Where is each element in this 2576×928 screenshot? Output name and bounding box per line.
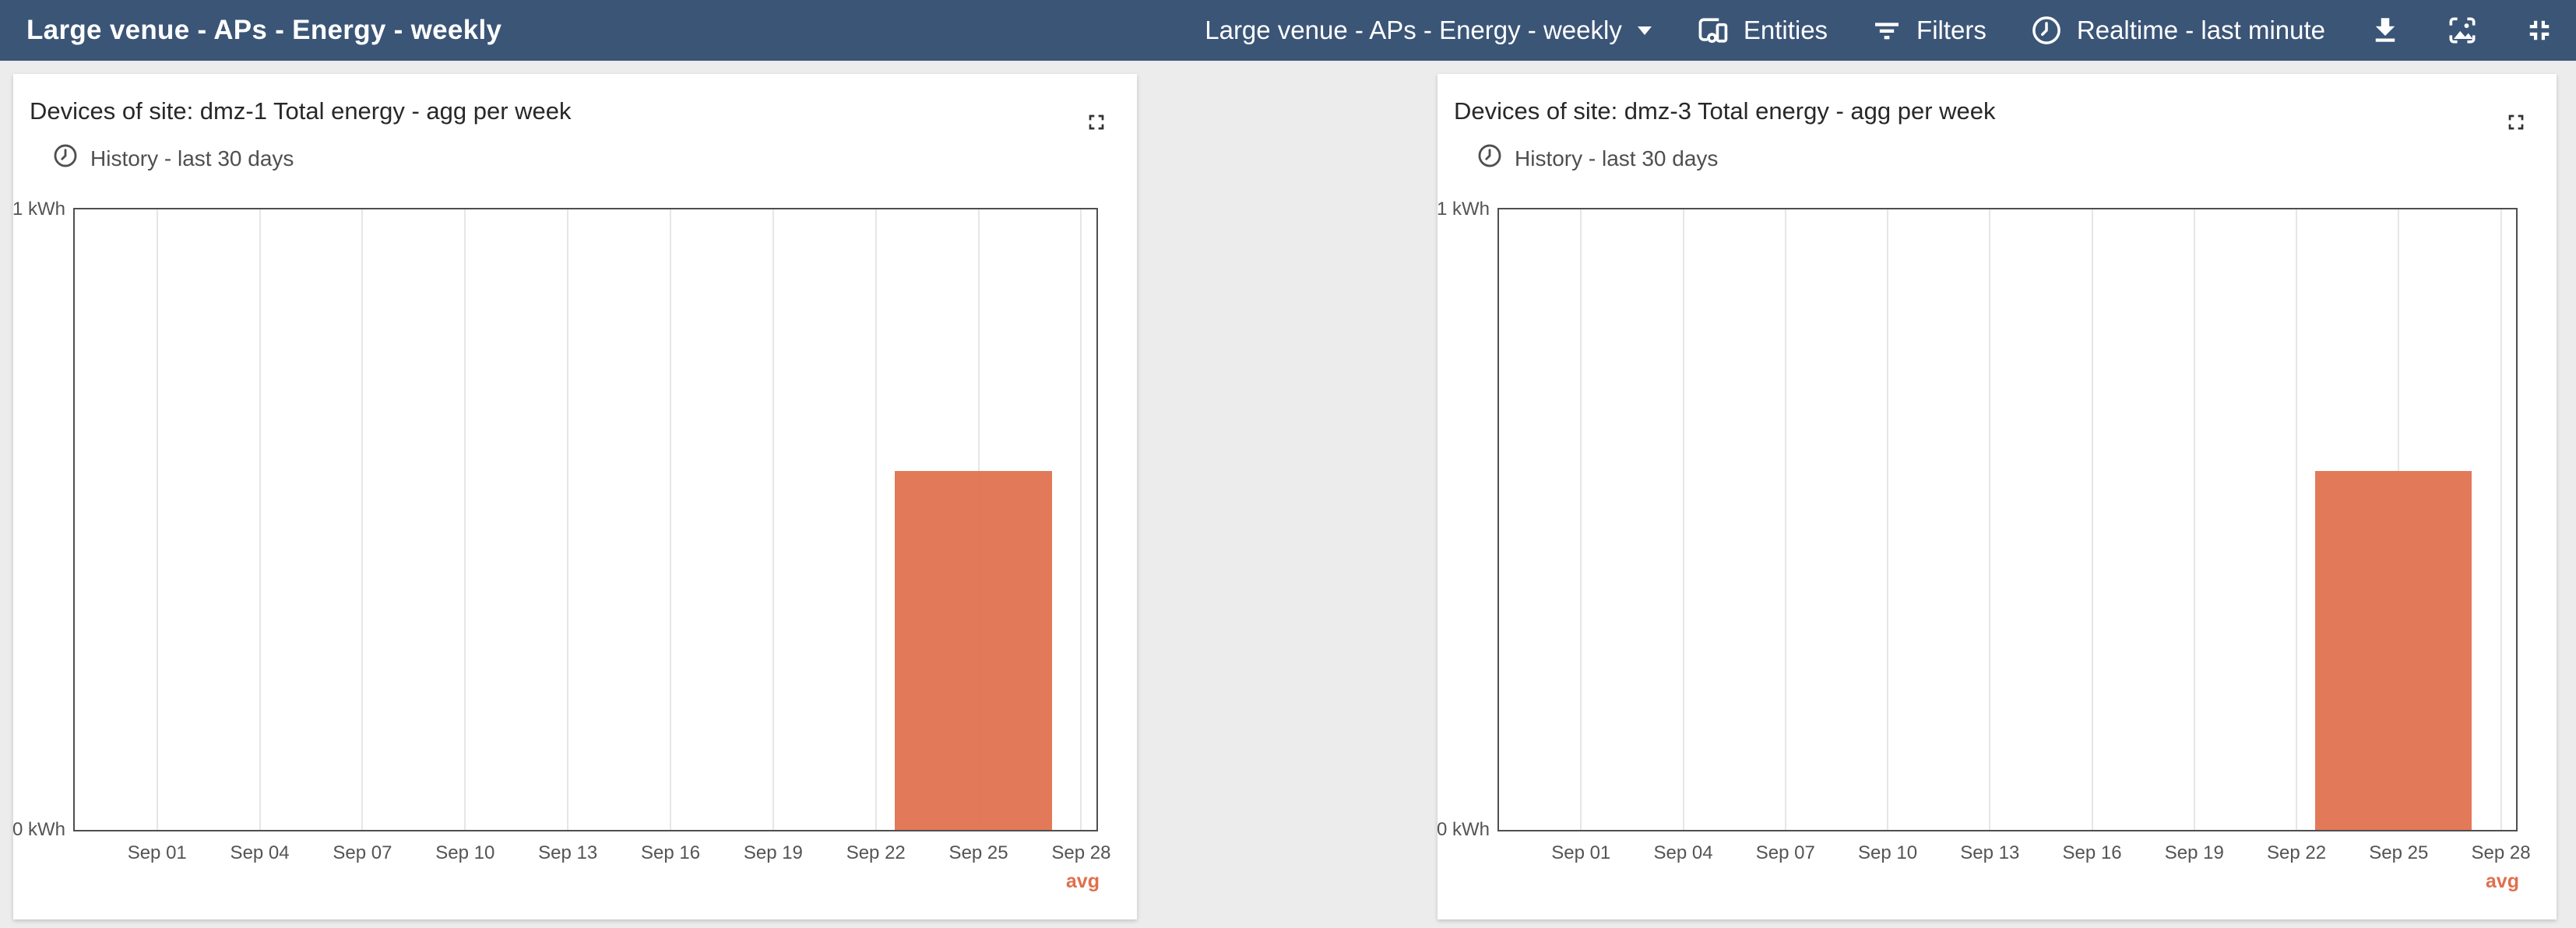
x-axis-tick-label: Sep 04	[230, 842, 290, 863]
timewindow-label: Realtime - last minute	[2076, 16, 2325, 44]
dashboard-title: Large venue - APs - Energy - weekly	[26, 15, 502, 45]
image-icon	[2445, 13, 2479, 47]
expand-widget-button[interactable]	[2504, 110, 2528, 135]
gridline	[2500, 209, 2502, 830]
toolbar-actions: Large venue - APs - Energy - weekly Enti…	[1205, 13, 2556, 47]
x-axis-tick-label: Sep 01	[127, 842, 187, 863]
x-axis-tick-label: Sep 22	[846, 842, 906, 863]
timewindow-button[interactable]: Realtime - last minute	[2030, 14, 2325, 47]
x-axis-tick-label: Sep 10	[1857, 842, 1918, 863]
x-axis-tick-label: Sep 19	[743, 842, 803, 863]
gridline	[361, 209, 364, 830]
x-axis-tick-label: Sep 25	[948, 842, 1008, 863]
gridline	[2296, 209, 2298, 830]
bar-avg[interactable]	[2314, 470, 2472, 830]
y-axis-min-label: 0 kWh	[1436, 819, 1490, 840]
clock-icon	[1476, 142, 1503, 174]
screenshot-button[interactable]	[2445, 13, 2479, 47]
x-axis-tick-label: Sep 25	[2369, 842, 2429, 863]
gridline	[1887, 209, 1889, 830]
widget-card-dmz-3: Devices of site: dmz-3 Total energy - ag…	[1437, 74, 2557, 919]
gridline	[1080, 209, 1082, 830]
dashboard-state-selector[interactable]: Large venue - APs - Energy - weekly	[1205, 16, 1652, 45]
filter-list-icon	[1871, 15, 1902, 46]
widget-card-dmz-1: Devices of site: dmz-1 Total energy - ag…	[12, 74, 1137, 919]
x-axis-tick-label: Sep 16	[640, 842, 701, 863]
x-axis-tick-label: Sep 07	[1755, 842, 1815, 863]
x-axis-tick-label: Sep 16	[2062, 842, 2122, 863]
widget-timewindow-label: History - last 30 days	[1515, 146, 1719, 170]
y-axis-max-label: 1 kWh	[12, 199, 65, 220]
entities-button[interactable]: Entities	[1695, 13, 1828, 47]
bar-chart-dmz-1: Sep 01 Sep 04 Sep 07 Sep 10 Sep 13 Sep 16 Sep …	[12, 199, 1110, 892]
dashboard-toolbar: Large venue - APs - Energy - weekly Larg…	[0, 0, 2576, 61]
exit-fullscreen-icon	[2523, 14, 2556, 47]
x-axis-tick-label: Sep 04	[1653, 842, 1713, 863]
x-axis-tick-label: Sep 01	[1551, 842, 1611, 863]
gridline	[875, 209, 877, 830]
gridline	[156, 209, 158, 830]
x-axis-tick-label: Sep 07	[333, 842, 392, 863]
gridline	[1580, 209, 1582, 830]
widget-title: Devices of site: dmz-1 Total energy - ag…	[30, 97, 572, 125]
gridline	[2091, 209, 2093, 830]
gridline	[1989, 209, 1991, 830]
x-axis-tick-label: Sep 10	[435, 842, 495, 863]
devices-icon	[1695, 13, 1730, 47]
x-axis-tick-label: Sep 22	[2266, 842, 2327, 863]
filters-button[interactable]: Filters	[1871, 15, 1987, 46]
legend-avg[interactable]: avg	[1065, 870, 1100, 892]
bar-chart-dmz-3: Sep 01 Sep 04 Sep 07 Sep 10 Sep 13 Sep 16 Sep …	[1437, 199, 2531, 892]
y-axis-max-label: 1 kWh	[1436, 199, 1490, 220]
clock-icon	[52, 142, 79, 174]
widget-title: Devices of site: dmz-3 Total energy - ag…	[1454, 97, 1996, 125]
legend-avg[interactable]: avg	[2485, 870, 2519, 892]
widget-timewindow[interactable]: History - last 30 days	[1476, 142, 1718, 174]
gridline	[2193, 209, 2195, 830]
fullscreen-icon	[2504, 114, 2528, 137]
gridline	[464, 209, 466, 830]
download-button[interactable]	[2369, 14, 2402, 47]
x-axis-tick-label: Sep 13	[538, 842, 598, 863]
y-axis-min-label: 0 kWh	[12, 819, 65, 840]
clock-icon	[2030, 14, 2063, 47]
bar-avg[interactable]	[894, 470, 1053, 830]
gridline	[670, 209, 672, 830]
entities-label: Entities	[1743, 16, 1828, 44]
expand-widget-button[interactable]	[1084, 110, 1109, 135]
chevron-down-icon	[1637, 26, 1652, 35]
x-axis-tick-label: Sep 19	[2164, 842, 2224, 863]
widget-timewindow[interactable]: History - last 30 days	[52, 142, 294, 174]
gridline	[772, 209, 774, 830]
gridline	[567, 209, 569, 830]
gridline	[259, 209, 261, 830]
fullscreen-icon	[1084, 114, 1109, 137]
x-axis-tick-label: Sep 13	[1960, 842, 2020, 863]
gridline	[1682, 209, 1684, 830]
download-icon	[2369, 14, 2402, 47]
filters-label: Filters	[1916, 16, 1987, 44]
x-axis-tick-label: Sep 28	[2471, 842, 2531, 863]
x-axis-tick-label: Sep 28	[1051, 842, 1111, 863]
dashboard-state-label: Large venue - APs - Energy - weekly	[1205, 16, 1622, 44]
exit-fullscreen-button[interactable]	[2523, 14, 2556, 47]
widget-timewindow-label: History - last 30 days	[90, 146, 294, 170]
gridline	[1784, 209, 1786, 830]
